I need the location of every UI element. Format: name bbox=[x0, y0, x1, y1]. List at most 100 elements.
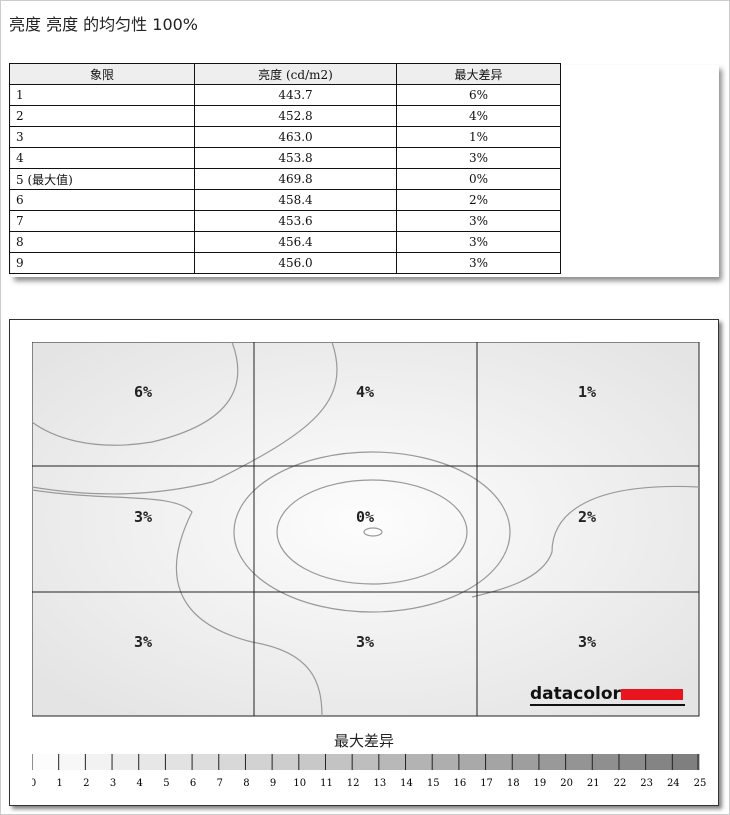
quadrant-label: 0% bbox=[356, 508, 374, 526]
quadrant-label: 3% bbox=[134, 508, 152, 526]
max-diff-cell: 3% bbox=[396, 252, 561, 274]
legend-swatch bbox=[565, 754, 593, 770]
legend-tick-label: 20 bbox=[560, 778, 573, 789]
luminance-cell: 452.8 bbox=[194, 105, 397, 127]
luminance-cell: 463.0 bbox=[194, 126, 397, 148]
quadrant-label: 3% bbox=[356, 633, 374, 651]
header-quadrant: 象限 bbox=[9, 63, 195, 85]
quadrant-label: 6% bbox=[134, 383, 152, 401]
legend-swatch bbox=[85, 754, 113, 770]
legend-tick-label: 14 bbox=[400, 778, 413, 789]
table-row: 4 453.8 3% bbox=[9, 147, 561, 169]
header-max-diff: 最大差异 bbox=[396, 63, 561, 85]
table-row: 5 (最大值) 469.8 0% bbox=[9, 168, 561, 190]
quadrant-label: 2% bbox=[578, 508, 596, 526]
table-row: 2 452.8 4% bbox=[9, 105, 561, 127]
legend-tick-label: 16 bbox=[454, 778, 467, 789]
luminance-cell: 453.6 bbox=[194, 210, 397, 232]
legend-tick-label: 22 bbox=[614, 778, 627, 789]
legend-tick-label: 3 bbox=[110, 778, 116, 789]
max-diff-cell: 3% bbox=[396, 147, 561, 169]
legend-tick-label: 8 bbox=[243, 778, 249, 789]
legend-swatch bbox=[512, 754, 540, 770]
legend-tick-label: 1 bbox=[56, 778, 62, 789]
legend-swatch bbox=[298, 754, 326, 770]
legend-tick-label: 11 bbox=[320, 778, 333, 789]
legend-tick-label: 24 bbox=[667, 778, 680, 789]
legend-tick-label: 17 bbox=[480, 778, 493, 789]
legend-swatch bbox=[378, 754, 407, 770]
legend-tick-label: 5 bbox=[163, 778, 169, 789]
table-row: 9 456.0 3% bbox=[9, 252, 561, 274]
max-diff-cell: 3% bbox=[396, 231, 561, 253]
max-diff-cell: 2% bbox=[396, 189, 561, 211]
quadrant-cell: 2 bbox=[9, 105, 195, 127]
max-diff-cell: 0% bbox=[396, 168, 561, 190]
max-diff-cell: 3% bbox=[396, 210, 561, 232]
quadrant-cell: 5 (最大值) bbox=[9, 168, 195, 190]
contour-lines bbox=[32, 342, 700, 717]
legend-tick-label: 18 bbox=[507, 778, 520, 789]
legend-tick-label: 0 bbox=[32, 778, 36, 789]
legend-swatch bbox=[485, 754, 513, 770]
table-row: 7 453.6 3% bbox=[9, 210, 561, 232]
quadrant-cell: 1 bbox=[9, 84, 195, 106]
luminance-cell: 456.0 bbox=[194, 252, 397, 274]
legend-swatch bbox=[538, 754, 567, 770]
luminance-cell: 458.4 bbox=[194, 189, 397, 211]
quadrant-label: 4% bbox=[356, 383, 374, 401]
legend-tick-label: 13 bbox=[373, 778, 386, 789]
legend-tick-label: 10 bbox=[293, 778, 306, 789]
legend-tick-label: 2 bbox=[83, 778, 89, 789]
header-luminance: 亮度 (cd/m2) bbox=[194, 63, 397, 85]
legend-swatch bbox=[245, 754, 273, 770]
legend-swatch bbox=[592, 754, 620, 770]
quadrant-label: 3% bbox=[578, 633, 596, 651]
page-title: 亮度 亮度 的均匀性 100% bbox=[9, 15, 199, 34]
legend-swatch bbox=[432, 754, 460, 770]
legend-swatch bbox=[192, 754, 220, 770]
quadrant-cell: 6 bbox=[9, 189, 195, 211]
quadrant-label: 3% bbox=[134, 633, 152, 651]
quadrant-cell: 9 bbox=[9, 252, 195, 274]
quadrant-cell: 8 bbox=[9, 231, 195, 253]
map-area bbox=[32, 342, 700, 717]
legend-tick-label: 9 bbox=[270, 778, 276, 789]
legend-tick-label: 19 bbox=[534, 778, 547, 789]
table-row: 1 443.7 6% bbox=[9, 84, 561, 106]
legend-swatch bbox=[325, 754, 353, 770]
legend-swatch bbox=[458, 754, 487, 770]
max-diff-cell: 1% bbox=[396, 126, 561, 148]
legend-swatch bbox=[165, 754, 193, 770]
legend-tick-label: 12 bbox=[347, 778, 360, 789]
legend-scale: 0 1 2 3 4 5 6 7 8 9 10 11 12 13 14 15 16 17 18 19 20 21 22 23 24… bbox=[32, 754, 707, 789]
legend-tick-label: 21 bbox=[587, 778, 600, 789]
grid-lines bbox=[32, 342, 699, 716]
legend-swatch bbox=[352, 754, 380, 770]
uniformity-map: 6% 4% 1% 3% 0% 2% 3% 3% 3% bbox=[32, 342, 700, 717]
legend-swatch bbox=[645, 754, 673, 770]
legend-title: 最大差异 bbox=[333, 732, 394, 750]
legend-swatch bbox=[218, 754, 246, 770]
luminance-cell: 453.8 bbox=[194, 147, 397, 169]
legend-swatch bbox=[112, 754, 140, 770]
legend-swatch bbox=[138, 754, 166, 770]
table-row: 8 456.4 3% bbox=[9, 231, 561, 253]
table-row: 6 458.4 2% bbox=[9, 189, 561, 211]
quadrant-cell: 3 bbox=[9, 126, 195, 148]
datacolor-logo: datacolor bbox=[530, 684, 685, 706]
legend-tick-label: 25 bbox=[694, 778, 707, 789]
legend-swatch bbox=[272, 754, 300, 770]
legend-swatch bbox=[58, 754, 86, 770]
uniformity-table: 象限 亮度 (cd/m2) 最大差异 1 443.7 6% 2 452.8 4% 3 463.… bbox=[9, 63, 561, 274]
legend-tick-label: 23 bbox=[640, 778, 653, 789]
luminance-cell: 469.8 bbox=[194, 168, 397, 190]
legend-tick-label: 15 bbox=[427, 778, 440, 789]
luminance-cell: 456.4 bbox=[194, 231, 397, 253]
quadrant-cell: 7 bbox=[9, 210, 195, 232]
legend-swatch bbox=[672, 754, 700, 770]
luminance-cell: 443.7 bbox=[194, 84, 397, 106]
legend-tick-label: 7 bbox=[217, 778, 223, 789]
legend-swatch bbox=[618, 754, 647, 770]
